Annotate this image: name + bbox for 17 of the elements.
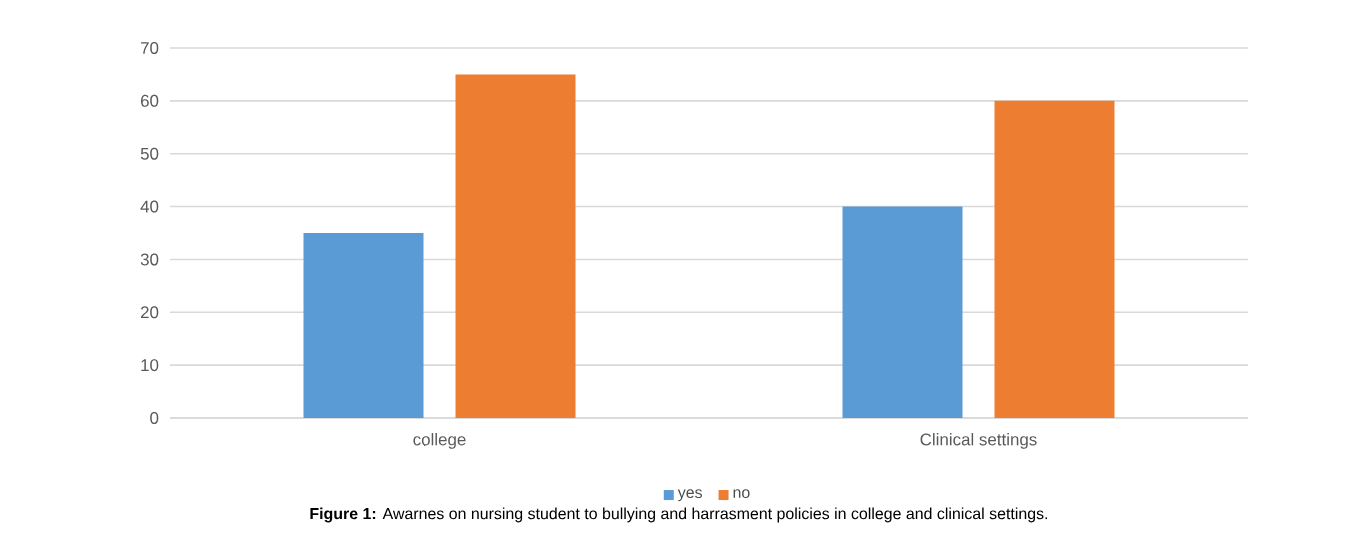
x-tick-label: college	[413, 433, 466, 449]
legend-label: no	[733, 489, 750, 498]
y-tick-label: 40	[140, 200, 159, 213]
y-tick-label: 0	[150, 412, 159, 424]
y-tick-label: 30	[140, 253, 159, 266]
bar	[842, 206, 963, 418]
y-tick-label: 10	[141, 359, 159, 372]
y-tick-label: 60	[141, 94, 159, 107]
text: Figure 1: Awarnes on nursing student to bullying and harrasment policies in college and clinical settings.	[310, 507, 1048, 523]
y-tick-label: 20	[140, 306, 159, 319]
bar	[455, 74, 576, 418]
y-tick-label: 70	[141, 42, 159, 54]
x-tick-label: Clinical settings	[920, 433, 1037, 449]
bar	[994, 100, 1115, 418]
y-tick-label: 50	[140, 147, 159, 160]
bar	[303, 233, 424, 418]
legend-label: yes	[677, 489, 702, 502]
